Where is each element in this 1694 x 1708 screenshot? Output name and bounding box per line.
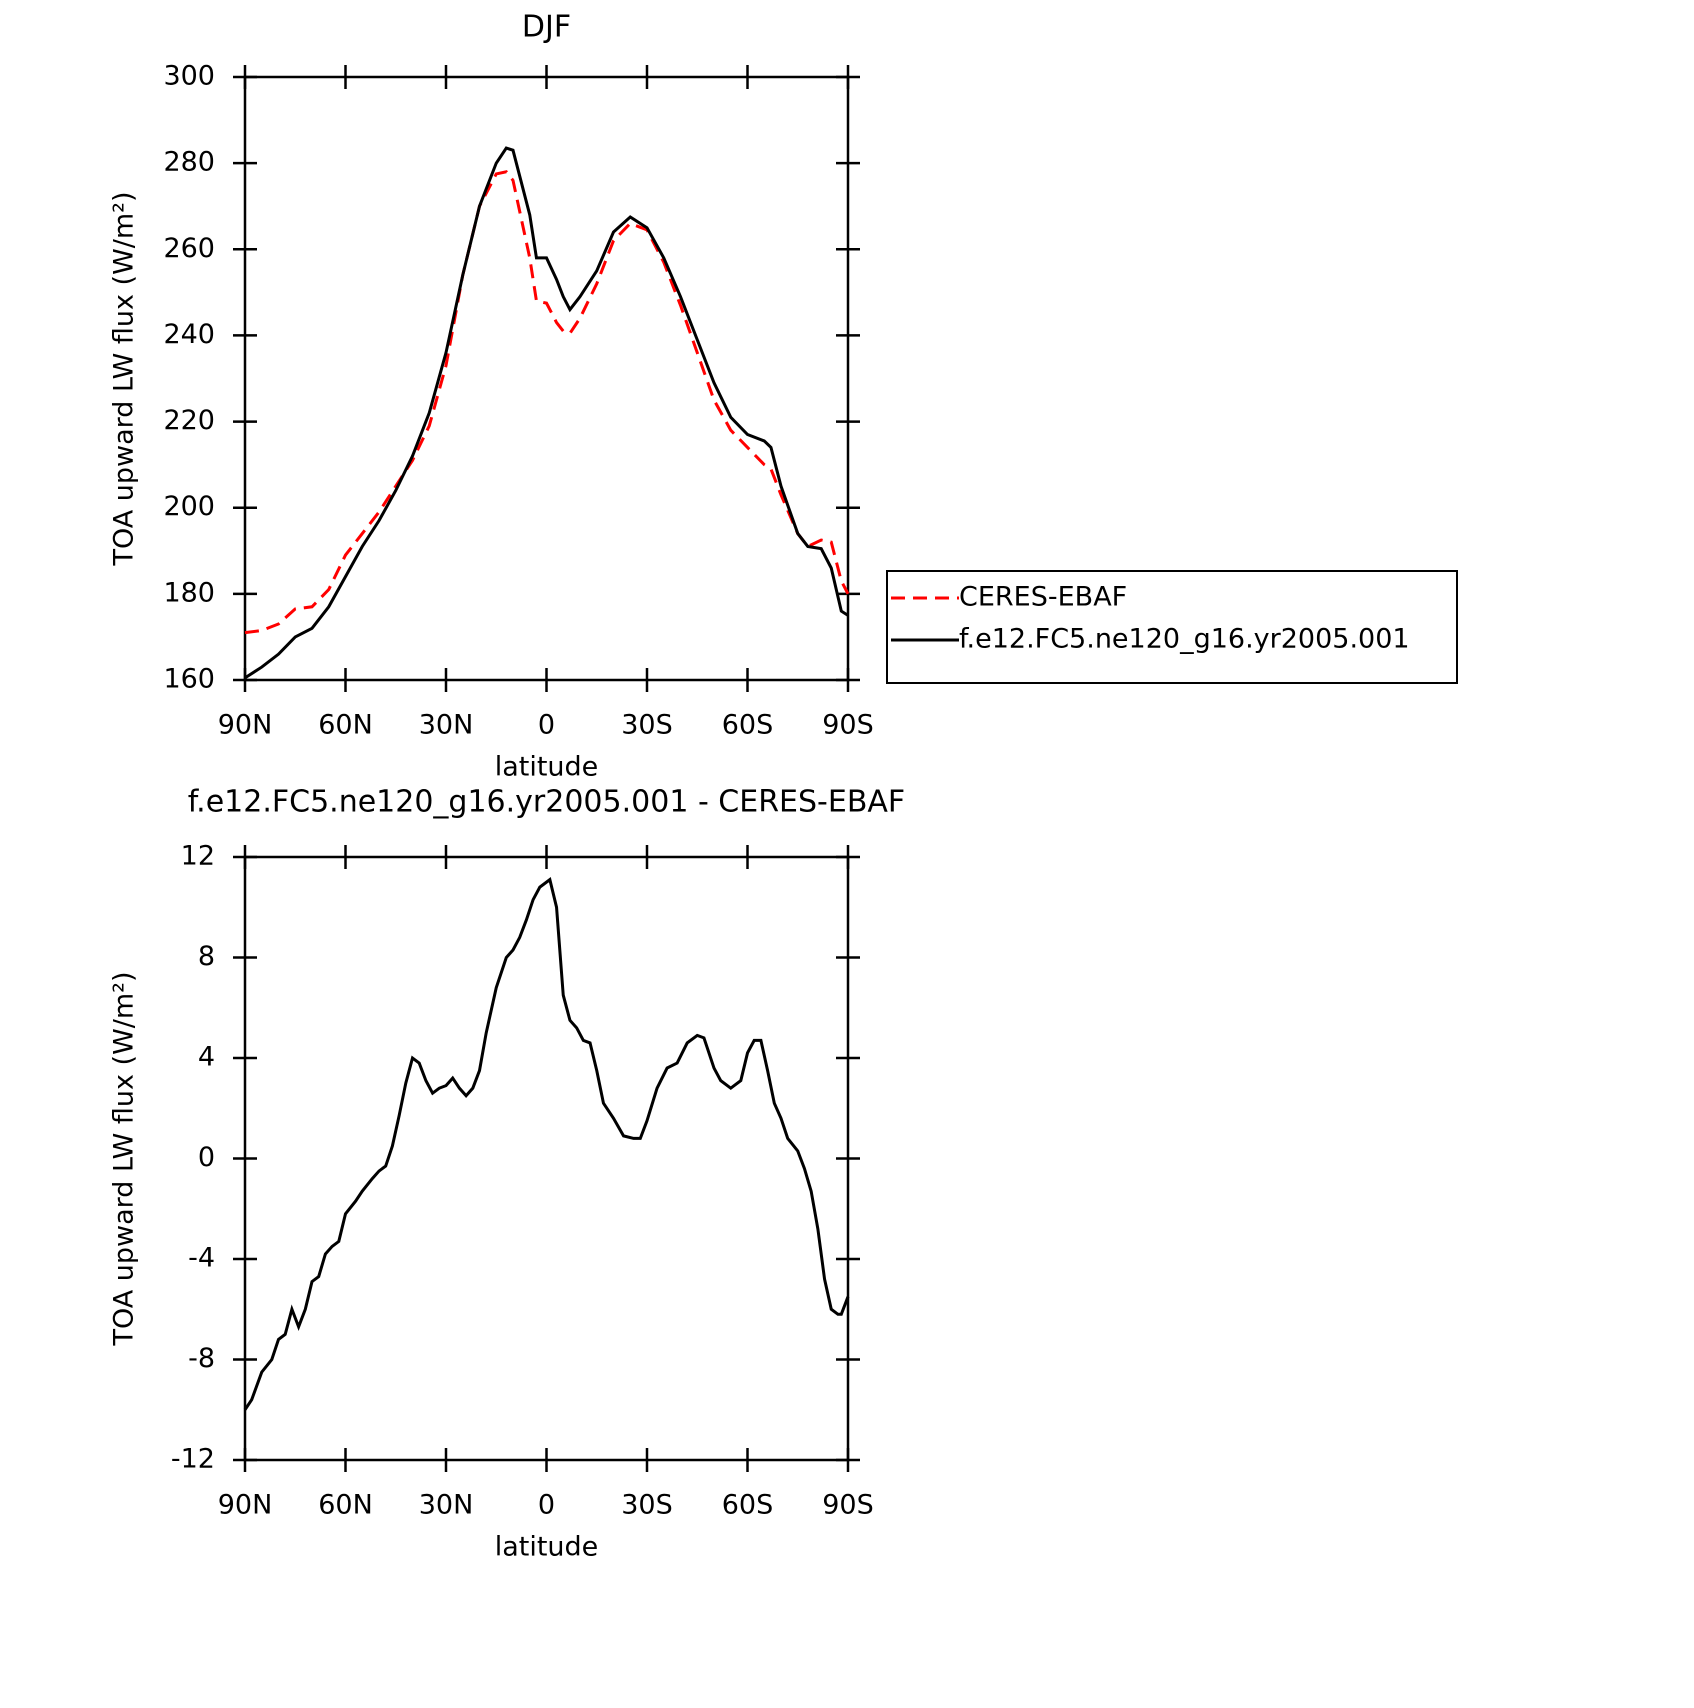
x-tick-label: 30N <box>419 1490 474 1521</box>
x-tick-label: 90N <box>218 710 273 741</box>
chart-title: DJF <box>522 10 571 45</box>
data-line <box>244 170 850 635</box>
x-tick-label: 30N <box>419 710 474 741</box>
y-tick-label: -4 <box>188 1243 215 1274</box>
y-tick-label: 4 <box>198 1042 215 1073</box>
x-tick-label: 90S <box>822 1490 874 1521</box>
y-axis-label: TOA upward LW flux (W/m²) <box>109 191 140 566</box>
plot-frame <box>243 855 850 1462</box>
y-tick-label: 300 <box>163 61 215 92</box>
x-tick-label: 60N <box>318 1490 373 1521</box>
x-tick-label: 0 <box>538 1490 555 1521</box>
x-tick-label: 90S <box>822 710 874 741</box>
y-axis-label: TOA upward LW flux (W/m²) <box>109 971 140 1346</box>
y-tick-label: -12 <box>171 1444 215 1475</box>
data-line <box>243 877 850 1411</box>
chart-title: f.e12.FC5.ne120_g16.yr2005.001 - CERES-E… <box>188 785 905 820</box>
y-tick-label: 220 <box>163 405 215 436</box>
x-tick-label: 30S <box>621 710 673 741</box>
legend-box <box>886 570 1458 684</box>
y-tick-label: 8 <box>198 941 215 972</box>
y-tick-label: 12 <box>181 841 215 872</box>
x-tick-label: 0 <box>538 710 555 741</box>
legend-label: CERES-EBAF <box>959 582 1127 613</box>
x-axis-label: latitude <box>495 1532 599 1563</box>
x-tick-label: 30S <box>621 1490 673 1521</box>
data-line <box>244 146 849 680</box>
y-tick-label: 0 <box>198 1142 215 1173</box>
y-tick-label: 180 <box>163 577 215 608</box>
y-tick-label: 260 <box>163 233 215 264</box>
y-tick-label: 160 <box>163 664 215 695</box>
x-tick-label: 60N <box>318 710 373 741</box>
y-tick-label: 280 <box>163 147 215 178</box>
x-tick-label: 60S <box>722 1490 774 1521</box>
y-tick-label: 200 <box>163 491 215 522</box>
x-axis-label: latitude <box>495 752 599 783</box>
y-tick-label: -8 <box>188 1343 215 1374</box>
x-tick-label: 90N <box>218 1490 273 1521</box>
x-tick-label: 60S <box>722 710 774 741</box>
plot-frame <box>243 75 850 682</box>
legend-label: f.e12.FC5.ne120_g16.yr2005.001 <box>959 624 1410 655</box>
y-tick-label: 240 <box>163 319 215 350</box>
legend: CERES-EBAF f.e12.FC5.ne120_g16.yr2005.001 <box>886 570 1458 684</box>
